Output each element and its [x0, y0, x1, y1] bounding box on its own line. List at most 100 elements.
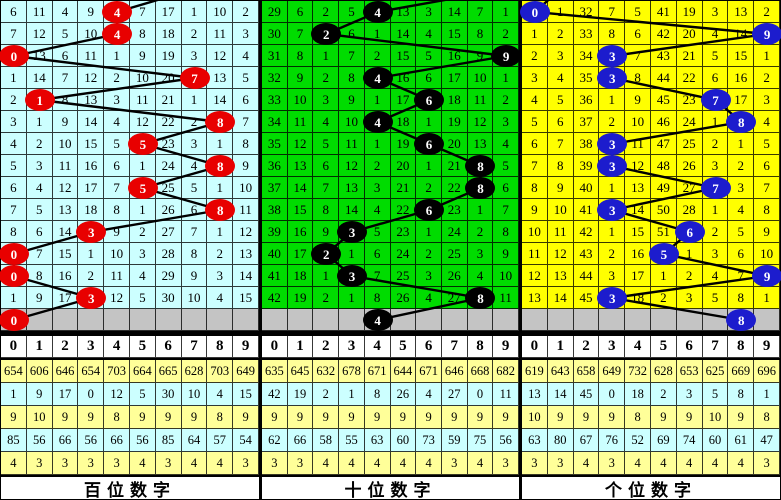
stats-cell: 56: [129, 429, 156, 452]
miss-count-cell: 10: [625, 111, 651, 133]
miss-count-cell: 1: [364, 89, 391, 111]
miss-count-cell: 2: [313, 1, 340, 23]
miss-count-cell: 35: [262, 133, 288, 155]
miss-count-cell: 8: [364, 287, 391, 309]
miss-count-cell: 42: [573, 221, 600, 243]
miss-count-cell: 8: [1, 221, 27, 243]
miss-count-cell: 7: [522, 155, 548, 177]
digit-header-cell: 7: [441, 336, 468, 358]
miss-count-cell: 9: [467, 45, 494, 67]
miss-count-cell: 1: [1, 67, 27, 89]
miss-count-cell: [728, 111, 755, 133]
miss-count-cell: 9: [313, 221, 340, 243]
miss-count-cell: 11: [52, 155, 79, 177]
pending-cell: [467, 309, 494, 331]
miss-count-cell: 12: [104, 287, 130, 309]
stats-cell: 654: [78, 360, 105, 383]
miss-count-cell: 11: [104, 265, 130, 287]
stats-cell: 57: [207, 429, 234, 452]
stats-cell: 9: [599, 406, 626, 429]
miss-count-cell: 2: [364, 155, 391, 177]
miss-count-cell: [313, 243, 340, 265]
trend-row: 39 16 9 5 23 1 24 2 8: [262, 221, 520, 243]
trend-row: 4 2 10 15 5 23 3 1 8: [1, 133, 259, 155]
stats-cell: 8: [625, 406, 651, 429]
miss-count-cell: 44: [650, 67, 677, 89]
miss-count-cell: 1: [416, 155, 442, 177]
miss-count-cell: 22: [441, 177, 468, 199]
miss-count-cell: 1: [728, 133, 755, 155]
stats-cell: 658: [573, 360, 600, 383]
miss-count-cell: 5: [1, 155, 27, 177]
miss-count-cell: 3: [547, 45, 574, 67]
miss-count-cell: 15: [441, 23, 468, 45]
miss-count-cell: 9: [754, 221, 780, 243]
miss-count-cell: 19: [441, 111, 468, 133]
stats-row: 619 643 658 649 732 628 653 625 669 696: [522, 360, 780, 383]
stats-cell: 56: [493, 429, 520, 452]
miss-count-cell: 2: [1, 89, 27, 111]
miss-count-cell: 25: [676, 133, 703, 155]
miss-count-cell: 38: [573, 133, 600, 155]
miss-count-cell: 7: [625, 45, 651, 67]
miss-count-cell: 41: [262, 265, 288, 287]
stats-cell: 52: [625, 429, 651, 452]
stats-cell: 30: [155, 383, 182, 406]
miss-count-cell: 11: [522, 243, 548, 265]
miss-count-cell: 33: [573, 23, 600, 45]
miss-count-cell: [207, 155, 234, 177]
miss-count-cell: 17: [728, 89, 755, 111]
miss-count-cell: 51: [650, 221, 677, 243]
miss-count-cell: 18: [441, 89, 468, 111]
miss-count-cell: 1: [754, 287, 780, 309]
pending-row: [1, 309, 259, 331]
stats-cell: 60: [702, 429, 729, 452]
digit-header-cell: 4: [104, 336, 130, 358]
stats-cell: 60: [390, 429, 417, 452]
stats-cell: 669: [728, 360, 755, 383]
pending-cell: [339, 309, 365, 331]
stats-cell: 3: [547, 452, 574, 475]
stats-cell: 4: [339, 452, 365, 475]
miss-count-cell: 11: [547, 221, 574, 243]
miss-count-cell: [1, 243, 27, 265]
miss-count-cell: 3: [702, 243, 729, 265]
miss-count-cell: [207, 199, 234, 221]
miss-count-cell: 2: [313, 287, 340, 309]
miss-count-cell: 8: [287, 45, 314, 67]
miss-count-cell: 16: [287, 221, 314, 243]
miss-count-cell: 10: [181, 287, 208, 309]
digit-header-cell: 6: [155, 336, 182, 358]
miss-count-cell: 2: [599, 111, 626, 133]
miss-count-cell: 7: [493, 199, 520, 221]
stats-cell: 632: [313, 360, 340, 383]
miss-count-cell: [26, 89, 53, 111]
stats-cell: 665: [155, 360, 182, 383]
miss-count-cell: [207, 111, 234, 133]
miss-count-cell: 32: [573, 1, 600, 23]
stats-cell: 2: [650, 383, 677, 406]
miss-count-cell: [364, 67, 391, 89]
miss-count-cell: [416, 199, 442, 221]
miss-count-cell: 16: [390, 67, 417, 89]
stats-cell: 9: [364, 406, 391, 429]
miss-count-cell: 27: [155, 221, 182, 243]
miss-count-cell: 18: [625, 287, 651, 309]
miss-count-cell: 4: [702, 23, 729, 45]
stats-cell: 9: [493, 406, 520, 429]
miss-count-cell: 1: [364, 133, 391, 155]
miss-count-cell: 40: [262, 243, 288, 265]
miss-count-cell: [339, 221, 365, 243]
trend-row: 13 6 11 1 9 19 3 12 4: [1, 45, 259, 67]
pending-cell: [702, 309, 729, 331]
miss-count-cell: 12: [26, 23, 53, 45]
tens-trend-grid: 29 6 2 5 13 3 14 7 1 30 7 6 1 14 4 15 8 2 31 8 1 7 2 15 5 16 9 32 9 2…: [262, 1, 522, 331]
miss-count-cell: 2: [522, 45, 548, 67]
miss-count-cell: 2: [493, 89, 520, 111]
trend-row: 32 9 2 8 16 6 17 10 1: [262, 67, 520, 89]
miss-count-cell: 8: [599, 23, 626, 45]
miss-count-cell: [676, 221, 703, 243]
miss-count-cell: 45: [573, 287, 600, 309]
miss-count-cell: 1: [599, 177, 626, 199]
digit-header-cell: 2: [52, 336, 79, 358]
